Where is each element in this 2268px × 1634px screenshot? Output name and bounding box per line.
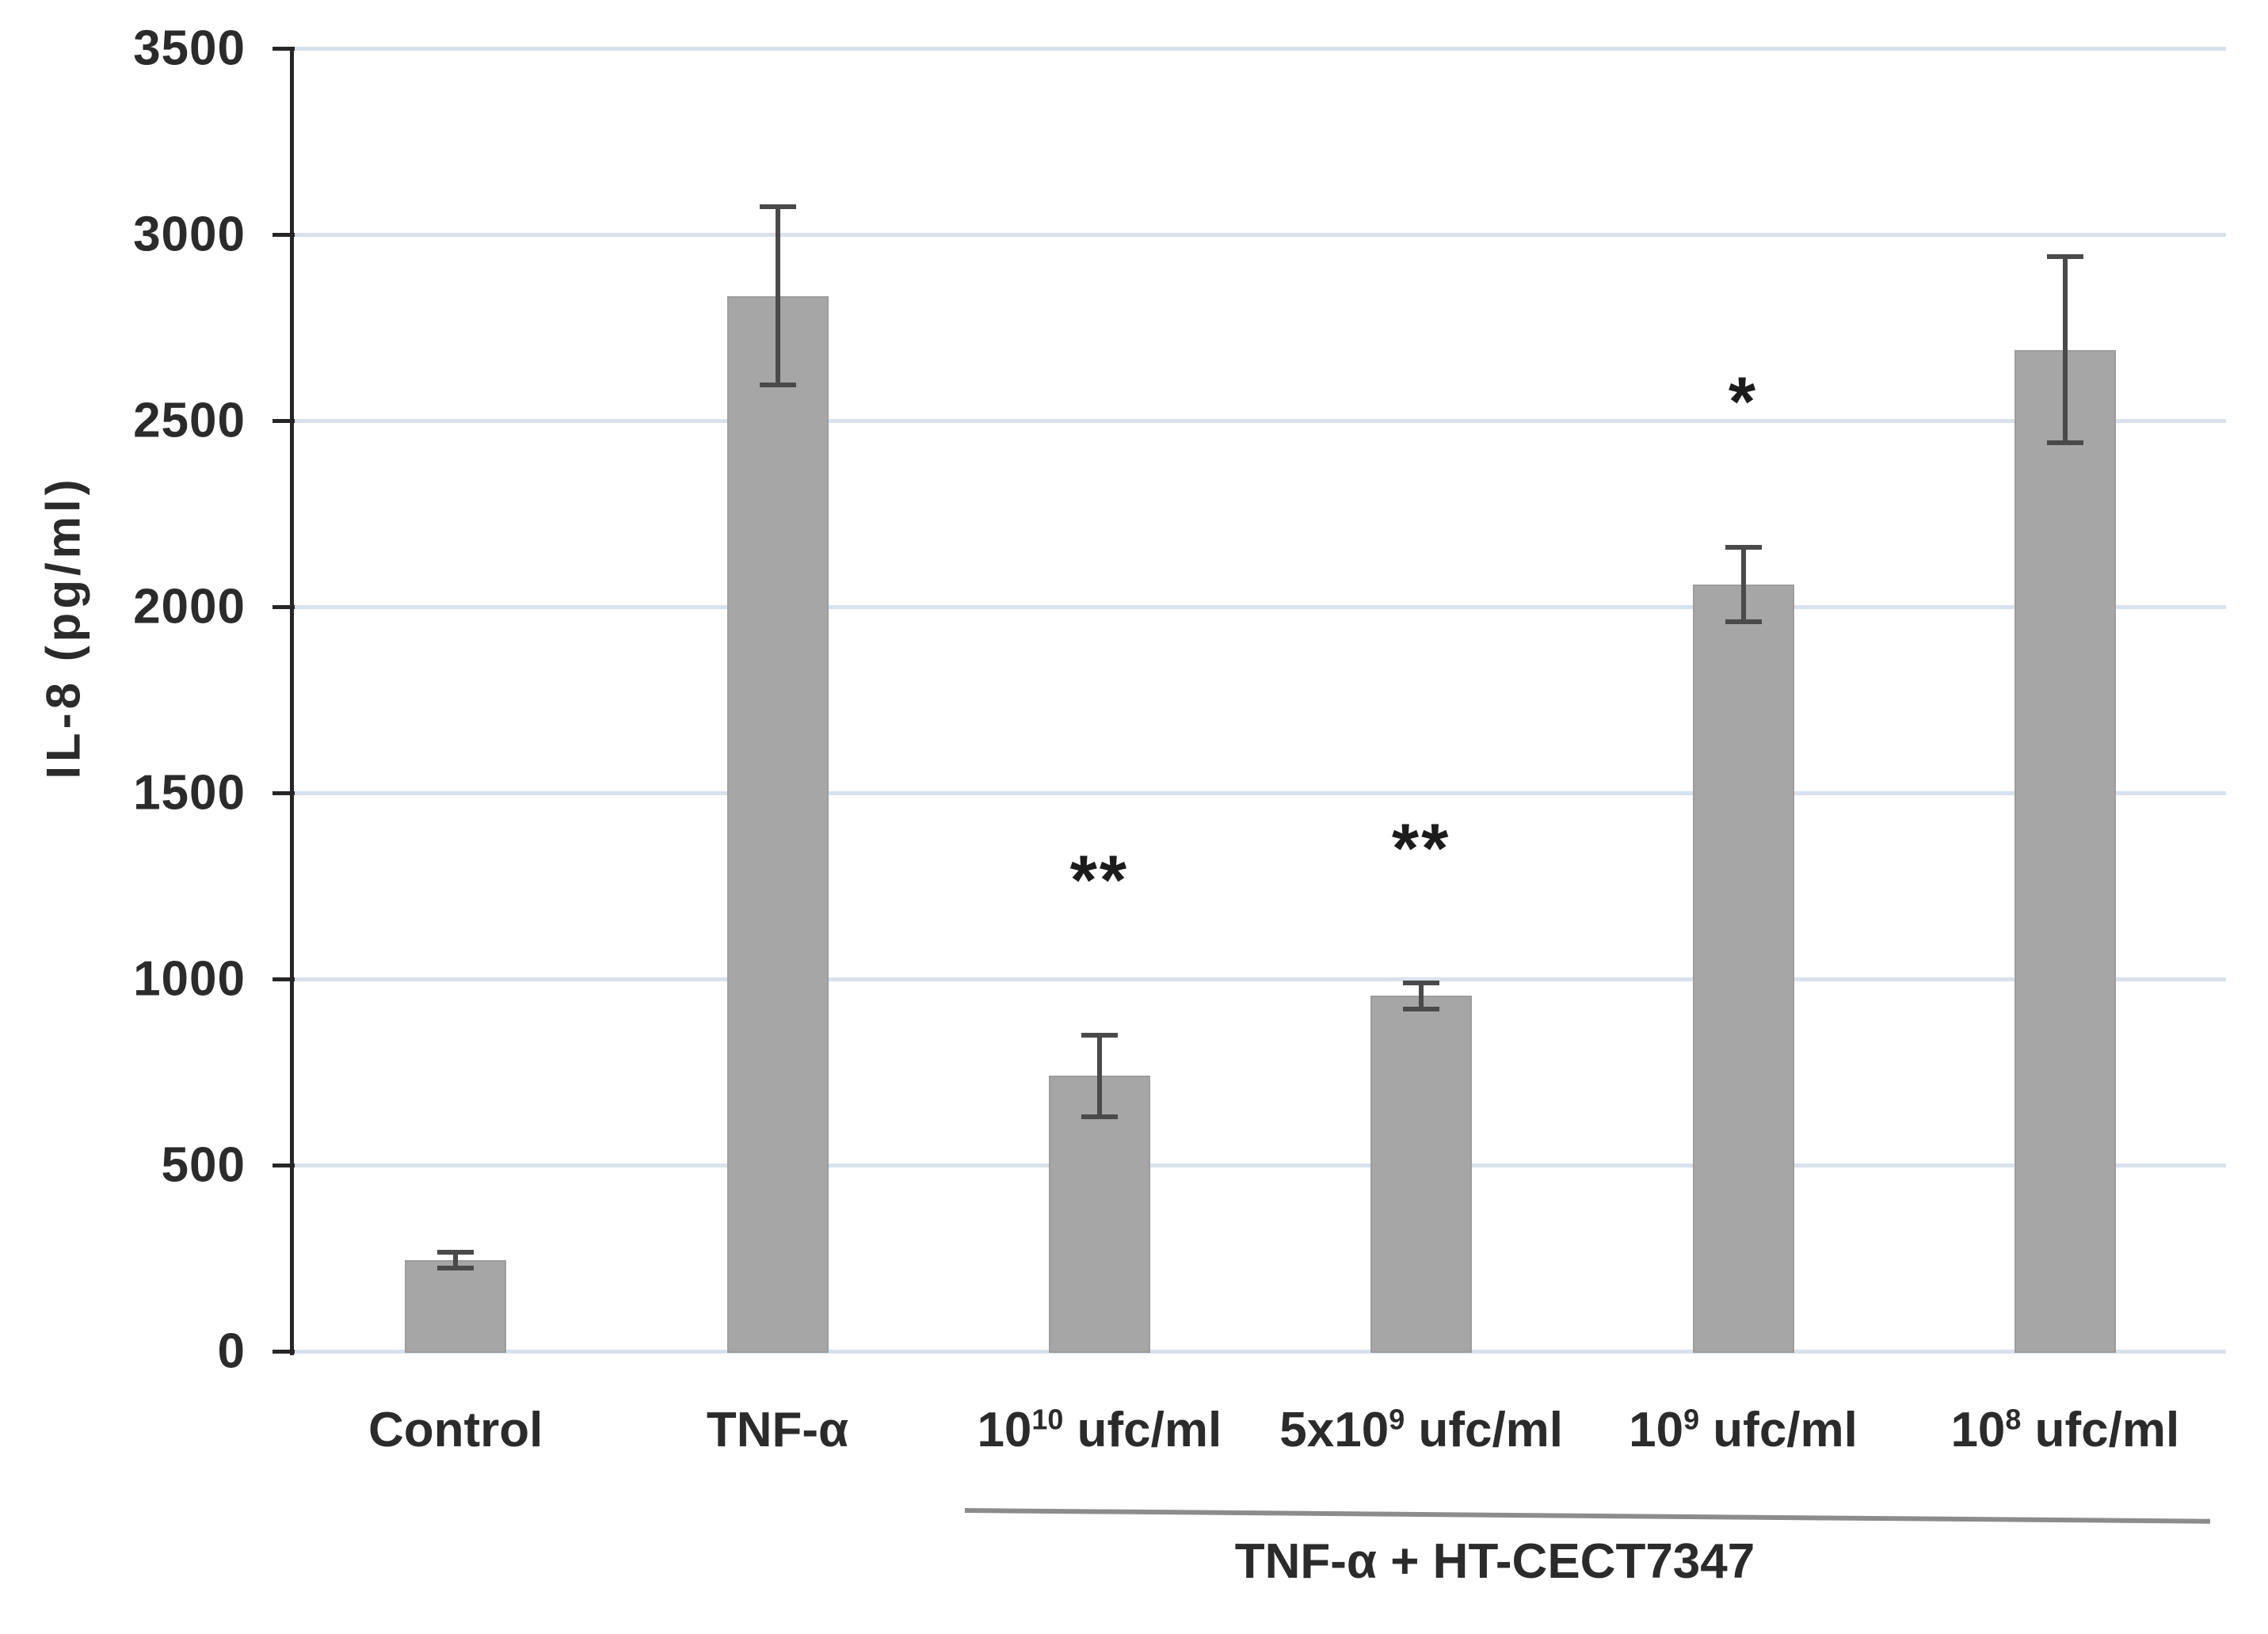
y-axis-tick (273, 232, 295, 237)
y-tick-label: 3500 (133, 21, 246, 76)
bar (2014, 349, 2116, 1353)
category-label-base: 5x10 (1279, 1403, 1389, 1457)
category-label-base: Control (368, 1403, 543, 1457)
y-axis-line (290, 47, 294, 1355)
error-bar-cap-bottom (1403, 1006, 1440, 1011)
gridline (295, 977, 2226, 981)
y-tick-label: 2000 (133, 579, 246, 634)
bar (405, 1259, 507, 1353)
error-bar-cap-top (2046, 254, 2083, 260)
y-tick-label: 0 (217, 1324, 246, 1379)
error-bar-cap-bottom (437, 1266, 475, 1271)
error-bar-cap-top (1081, 1032, 1118, 1038)
category-label-unit: ufc/ml (2021, 1403, 2180, 1457)
category-label-base: TNF-α (706, 1403, 849, 1457)
error-bar-cap-bottom (1081, 1114, 1118, 1119)
y-axis-tick (273, 977, 295, 981)
error-bar-cap-bottom (1725, 619, 1762, 624)
y-tick-label: 2500 (133, 393, 246, 448)
significance-annotation: * (1728, 362, 1759, 441)
y-axis-tick (273, 790, 295, 795)
category-label-superscript: 9 (1389, 1403, 1405, 1436)
y-axis-tick (273, 46, 295, 51)
error-bar-cap-top (1725, 544, 1762, 550)
category-label-base: 10 (977, 1403, 1032, 1457)
bar (1370, 996, 1473, 1353)
category-label-superscript: 10 (1031, 1403, 1064, 1436)
significance-annotation: ** (1069, 840, 1130, 920)
error-bar (775, 206, 780, 386)
category-label-superscript: 9 (1683, 1403, 1700, 1436)
y-axis-tick (273, 1349, 295, 1354)
error-bar-cap-top (437, 1249, 475, 1255)
gridline (295, 1163, 2226, 1167)
error-bar (1419, 982, 1424, 1009)
group-label: TNF-α + HT-CECT7347 (1234, 1534, 1755, 1589)
error-bar (1096, 1034, 1102, 1117)
gridline (295, 232, 2226, 237)
gridline (295, 418, 2226, 423)
error-bar (453, 1251, 459, 1269)
y-tick-label: 3000 (133, 207, 246, 262)
error-bar-cap-bottom (2046, 440, 2083, 446)
y-axis-tick (273, 1163, 295, 1167)
category-label: 5x109 ufc/ml (1215, 1402, 1627, 1458)
y-tick-label: 1000 (133, 951, 246, 1007)
category-label-base: 10 (1950, 1403, 2006, 1457)
error-bar (1740, 547, 1746, 622)
significance-annotation: ** (1391, 809, 1451, 888)
error-bar-cap-top (1403, 980, 1440, 985)
bar (726, 295, 829, 1353)
bar (1692, 584, 1794, 1353)
y-axis-title: IL-8 (pg/ml) (36, 475, 90, 779)
bar (1048, 1076, 1150, 1353)
category-label-unit: ufc/ml (1063, 1403, 1222, 1457)
error-bar (2062, 257, 2068, 444)
category-label-superscript: 8 (2005, 1403, 2022, 1436)
category-label: Control (250, 1402, 661, 1458)
category-label-unit: ufc/ml (1405, 1403, 1564, 1457)
gridline (295, 790, 2226, 795)
y-tick-label: 500 (161, 1137, 246, 1193)
category-label: 1010 ufc/ml (894, 1402, 1306, 1458)
gridline (295, 1349, 2226, 1354)
error-bar-cap-bottom (759, 383, 796, 388)
category-label: 108 ufc/ml (1859, 1402, 2268, 1458)
error-bar-cap-top (759, 204, 796, 209)
y-tick-label: 1500 (133, 765, 246, 821)
y-axis-tick (273, 418, 295, 423)
y-axis-tick (273, 604, 295, 609)
group-underline (964, 1508, 2210, 1524)
category-label-unit: ufc/ml (1699, 1403, 1858, 1457)
gridline (295, 46, 2226, 51)
category-label: TNF-α (572, 1402, 984, 1458)
category-label-base: 10 (1629, 1403, 1684, 1457)
category-label: 109 ufc/ml (1538, 1402, 1950, 1458)
gridline (295, 604, 2226, 609)
